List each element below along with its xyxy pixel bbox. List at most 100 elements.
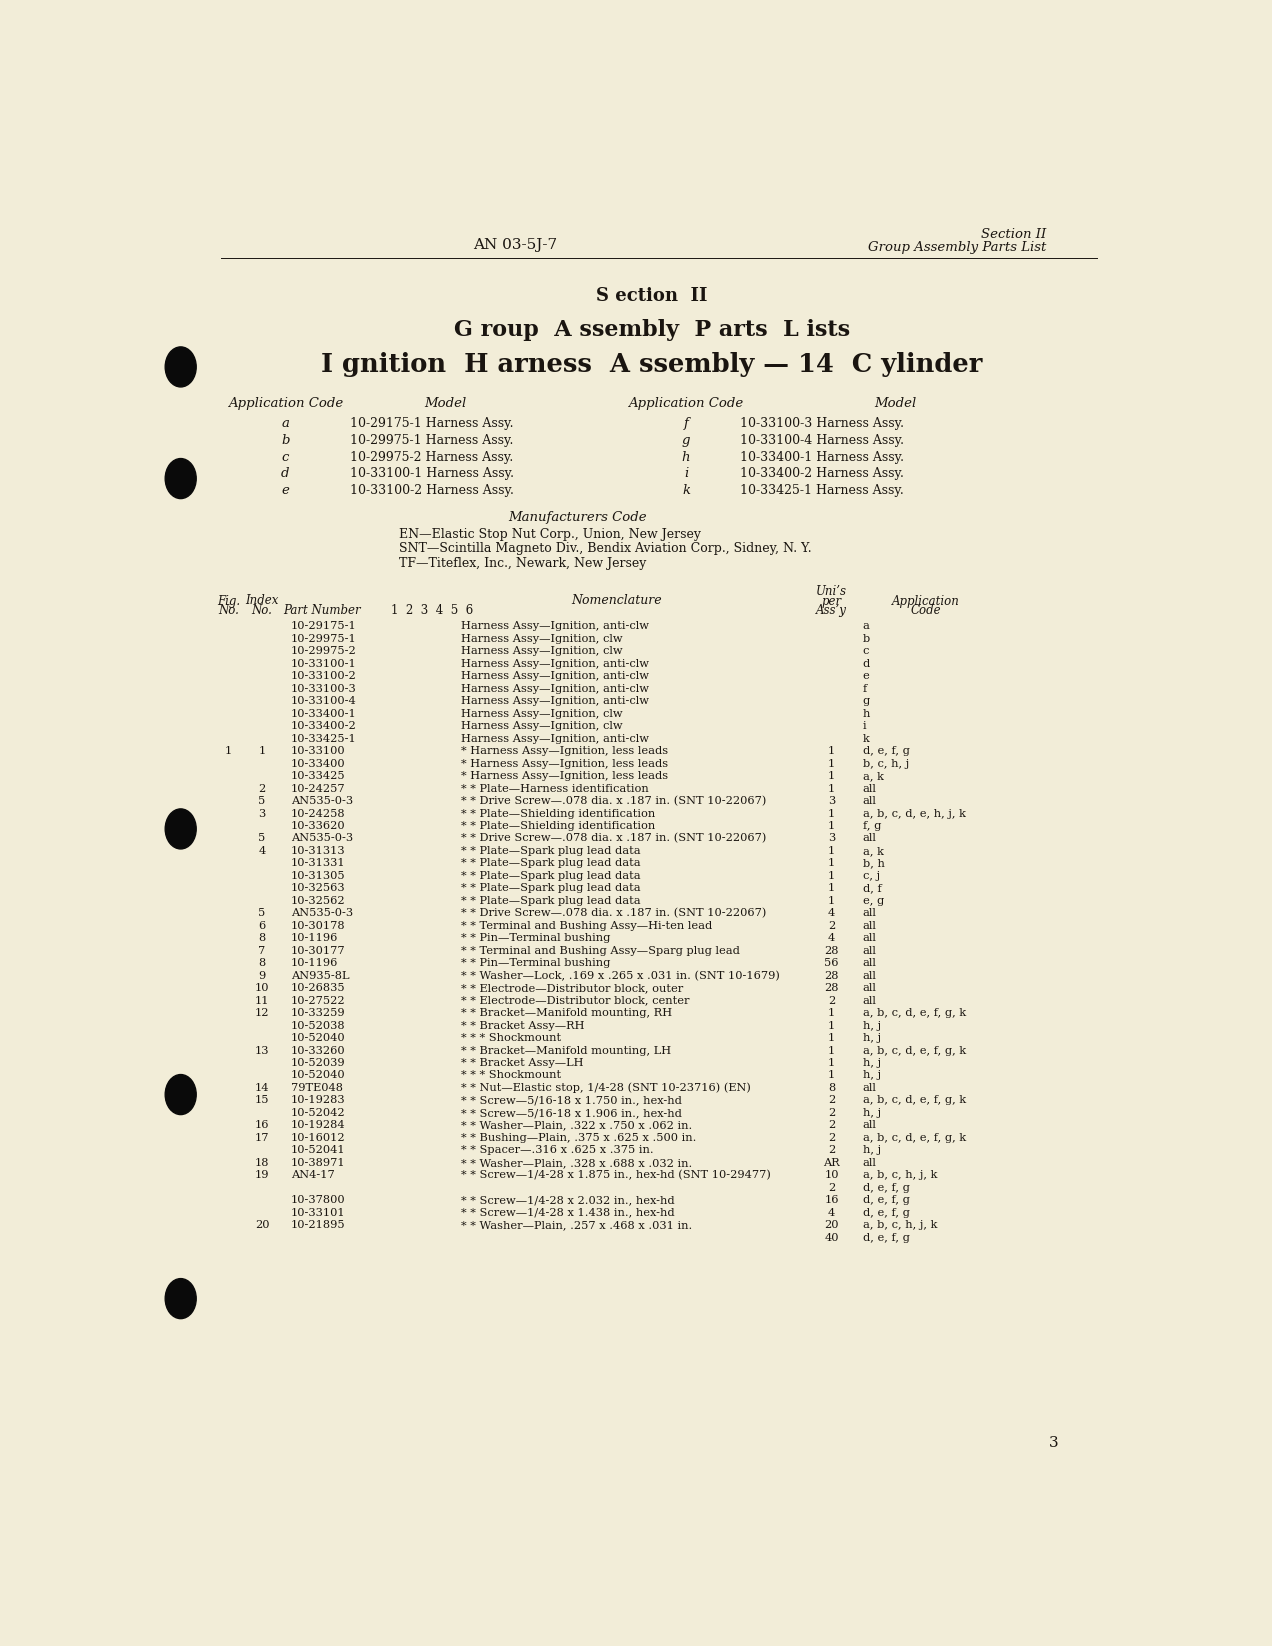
Text: all: all bbox=[862, 783, 876, 793]
Text: 1: 1 bbox=[828, 895, 836, 905]
Text: 4: 4 bbox=[828, 909, 836, 918]
Text: d, e, f, g: d, e, f, g bbox=[862, 1195, 909, 1205]
Text: 10-33400-2 Harness Assy.: 10-33400-2 Harness Assy. bbox=[740, 467, 904, 481]
Text: a, b, c, h, j, k: a, b, c, h, j, k bbox=[862, 1170, 937, 1180]
Text: 10-16012: 10-16012 bbox=[291, 1132, 346, 1142]
Text: 18: 18 bbox=[254, 1157, 270, 1167]
Text: 10-33100-1: 10-33100-1 bbox=[291, 658, 356, 668]
Text: * * Washer—Plain, .322 x .750 x .062 in.: * * Washer—Plain, .322 x .750 x .062 in. bbox=[462, 1121, 692, 1131]
Ellipse shape bbox=[165, 459, 196, 499]
Text: 10: 10 bbox=[254, 983, 270, 993]
Ellipse shape bbox=[165, 808, 196, 849]
Text: * * Drive Screw—.078 dia. x .187 in. (SNT 10-22067): * * Drive Screw—.078 dia. x .187 in. (SN… bbox=[462, 797, 767, 807]
Text: Harness Assy—Ignition, clw: Harness Assy—Ignition, clw bbox=[462, 709, 623, 719]
Text: 10-33400-2: 10-33400-2 bbox=[291, 721, 356, 731]
Text: 10-29975-2 Harness Assy.: 10-29975-2 Harness Assy. bbox=[350, 451, 514, 464]
Text: h, j: h, j bbox=[862, 1058, 880, 1068]
Text: 2: 2 bbox=[828, 1121, 836, 1131]
Text: AN4-17: AN4-17 bbox=[291, 1170, 335, 1180]
Text: 10-24258: 10-24258 bbox=[291, 808, 346, 818]
Text: TF—Titeflex, Inc., Newark, New Jersey: TF—Titeflex, Inc., Newark, New Jersey bbox=[399, 556, 646, 570]
Text: h, j: h, j bbox=[862, 1146, 880, 1155]
Text: 10-38971: 10-38971 bbox=[291, 1157, 346, 1167]
Text: 12: 12 bbox=[254, 1007, 270, 1019]
Text: 10-33100-2: 10-33100-2 bbox=[291, 672, 356, 681]
Text: f: f bbox=[683, 416, 688, 430]
Text: 1: 1 bbox=[828, 1045, 836, 1055]
Text: all: all bbox=[862, 797, 876, 807]
Text: 10-33100-3 Harness Assy.: 10-33100-3 Harness Assy. bbox=[740, 416, 904, 430]
Text: 10-33100-2 Harness Assy.: 10-33100-2 Harness Assy. bbox=[350, 484, 514, 497]
Text: k: k bbox=[862, 734, 870, 744]
Text: 1: 1 bbox=[828, 859, 836, 869]
Text: f, g: f, g bbox=[862, 821, 881, 831]
Text: 10-33100: 10-33100 bbox=[291, 746, 346, 756]
Text: * * Nut—Elastic stop, 1/4-28 (SNT 10-23716) (EN): * * Nut—Elastic stop, 1/4-28 (SNT 10-237… bbox=[462, 1083, 752, 1093]
Text: d, e, f, g: d, e, f, g bbox=[862, 1183, 909, 1193]
Text: Application Code: Application Code bbox=[628, 397, 744, 410]
Text: Harness Assy—Ignition, clw: Harness Assy—Ignition, clw bbox=[462, 647, 623, 657]
Text: Code: Code bbox=[911, 604, 941, 617]
Text: * * Plate—Shielding identification: * * Plate—Shielding identification bbox=[462, 808, 655, 818]
Text: AR: AR bbox=[823, 1157, 840, 1167]
Text: e, g: e, g bbox=[862, 895, 884, 905]
Text: all: all bbox=[862, 909, 876, 918]
Text: b: b bbox=[281, 433, 290, 446]
Text: Index: Index bbox=[245, 594, 279, 607]
Text: d, e, f, g: d, e, f, g bbox=[862, 746, 909, 756]
Text: all: all bbox=[862, 946, 876, 956]
Text: 40: 40 bbox=[824, 1233, 840, 1243]
Text: f: f bbox=[862, 683, 868, 693]
Text: 10-29975-1 Harness Assy.: 10-29975-1 Harness Assy. bbox=[350, 433, 514, 446]
Text: all: all bbox=[862, 920, 876, 930]
Text: h, j: h, j bbox=[862, 1070, 880, 1080]
Text: 10-29175-1: 10-29175-1 bbox=[291, 622, 356, 632]
Text: 2: 2 bbox=[828, 920, 836, 930]
Text: all: all bbox=[862, 933, 876, 943]
Text: 10-29975-1: 10-29975-1 bbox=[291, 634, 356, 644]
Text: 10-52040: 10-52040 bbox=[291, 1034, 346, 1044]
Text: 4: 4 bbox=[258, 846, 266, 856]
Text: 1: 1 bbox=[828, 1058, 836, 1068]
Text: all: all bbox=[862, 833, 876, 843]
Text: a, b, c, d, e, f, g, k: a, b, c, d, e, f, g, k bbox=[862, 1096, 965, 1106]
Text: h, j: h, j bbox=[862, 1034, 880, 1044]
Text: 10-52040: 10-52040 bbox=[291, 1070, 346, 1080]
Text: 2: 2 bbox=[828, 1132, 836, 1142]
Text: Fig.: Fig. bbox=[218, 594, 240, 607]
Text: * * Washer—Lock, .169 x .265 x .031 in. (SNT 10-1679): * * Washer—Lock, .169 x .265 x .031 in. … bbox=[462, 971, 780, 981]
Text: AN 03-5J-7: AN 03-5J-7 bbox=[473, 239, 557, 252]
Text: * * Bracket—Manifold mounting, RH: * * Bracket—Manifold mounting, RH bbox=[462, 1007, 673, 1019]
Text: 10-19284: 10-19284 bbox=[291, 1121, 346, 1131]
Text: h: h bbox=[862, 709, 870, 719]
Text: h: h bbox=[682, 451, 691, 464]
Text: Group Assembly Parts List: Group Assembly Parts List bbox=[868, 240, 1047, 253]
Text: 2: 2 bbox=[828, 1183, 836, 1193]
Text: * * Screw—1/4-28 x 2.032 in., hex-hd: * * Screw—1/4-28 x 2.032 in., hex-hd bbox=[462, 1195, 675, 1205]
Text: Model: Model bbox=[874, 397, 916, 410]
Text: No.: No. bbox=[252, 604, 272, 617]
Text: * * Electrode—Distributor block, center: * * Electrode—Distributor block, center bbox=[462, 996, 689, 1006]
Text: c: c bbox=[281, 451, 289, 464]
Text: G roup  A ssembly  P arts  L ists: G roup A ssembly P arts L ists bbox=[454, 319, 850, 341]
Text: 28: 28 bbox=[824, 983, 840, 993]
Text: 1: 1 bbox=[828, 746, 836, 756]
Text: 10-52039: 10-52039 bbox=[291, 1058, 346, 1068]
Text: 16: 16 bbox=[824, 1195, 840, 1205]
Text: 10-33100-4 Harness Assy.: 10-33100-4 Harness Assy. bbox=[740, 433, 904, 446]
Text: 1: 1 bbox=[828, 871, 836, 881]
Text: Harness Assy—Ignition, clw: Harness Assy—Ignition, clw bbox=[462, 634, 623, 644]
Text: 79TE048: 79TE048 bbox=[291, 1083, 342, 1093]
Text: a, b, c, h, j, k: a, b, c, h, j, k bbox=[862, 1220, 937, 1230]
Text: h, j: h, j bbox=[862, 1108, 880, 1118]
Text: b: b bbox=[862, 634, 870, 644]
Text: Harness Assy—Ignition, anti-clw: Harness Assy—Ignition, anti-clw bbox=[462, 672, 649, 681]
Text: d: d bbox=[862, 658, 870, 668]
Ellipse shape bbox=[165, 347, 196, 387]
Text: 1  2  3  4  5  6: 1 2 3 4 5 6 bbox=[391, 604, 473, 617]
Text: * * Plate—Spark plug lead data: * * Plate—Spark plug lead data bbox=[462, 884, 641, 894]
Text: * Harness Assy—Ignition, less leads: * Harness Assy—Ignition, less leads bbox=[462, 759, 668, 769]
Text: b, c, h, j: b, c, h, j bbox=[862, 759, 909, 769]
Text: 10-33400-1: 10-33400-1 bbox=[291, 709, 356, 719]
Text: 11: 11 bbox=[254, 996, 270, 1006]
